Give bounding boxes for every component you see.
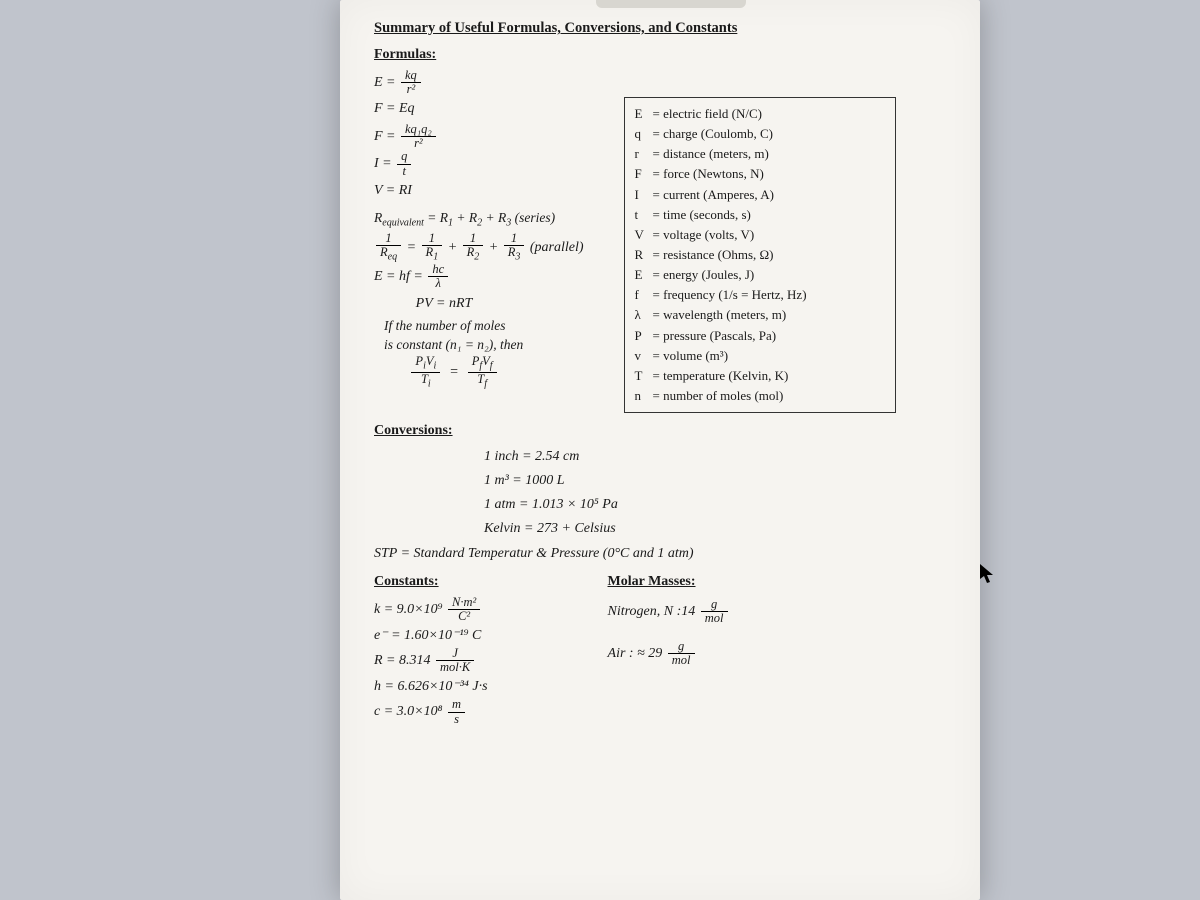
molar-air: Air : ≈ 29 gmol	[608, 640, 730, 667]
formula-lhs: I =	[374, 156, 392, 171]
formulas-heading: Formulas:	[374, 47, 946, 63]
formula-e-hf: E = hf = hc λ	[374, 263, 584, 290]
const-c: c = 3.0×10⁸ ms	[374, 698, 488, 725]
legend-row: λ= wavelength (meters, m)	[635, 305, 885, 325]
legend-row: I= current (Amperes, A)	[635, 185, 885, 205]
molar-heading: Molar Masses:	[608, 574, 730, 590]
constants-row: Constants: k = 9.0×10⁹ N·m²C² e⁻ = 1.60×…	[374, 564, 946, 725]
document-page: Summary of Useful Formulas, Conversions,…	[340, 0, 980, 900]
note-line-1: If the number of moles	[384, 318, 505, 333]
formula-frac: kq₁q₂ r²	[401, 123, 436, 150]
formula-e-field: E = kq r²	[374, 69, 584, 96]
legend-box: E= electric field (N/C) q= charge (Coulo…	[624, 97, 896, 413]
note-line-2: is constant (n₁ = n₂), then	[384, 337, 523, 352]
formula-f-eq: F = Eq	[374, 96, 584, 123]
legend-row: R= resistance (Ohms, Ω)	[635, 245, 885, 265]
constants-block: k = 9.0×10⁹ N·m²C² e⁻ = 1.60×10⁻¹⁹ C R =…	[374, 596, 488, 725]
molar-nitrogen: Nitrogen, N :14 gmol	[608, 598, 730, 625]
legend-row: E= energy (Joules, J)	[635, 265, 885, 285]
legend-row: V= voltage (volts, V)	[635, 225, 885, 245]
formula-lhs: F =	[374, 129, 396, 144]
formula-lhs: E = hf =	[374, 269, 423, 284]
formula-coulomb: F = kq₁q₂ r²	[374, 123, 584, 150]
legend-row: v= volume (m³)	[635, 346, 885, 366]
formula-tail: (parallel)	[530, 240, 584, 255]
formulas-column: E = kq r² F = Eq F = kq₁q₂ r² I = q t	[374, 69, 584, 390]
conv-atm: 1 atm = 1.013 × 10⁵ Pa	[484, 493, 946, 517]
formula-frac: PiVi Ti	[411, 355, 440, 390]
formula-frac: PfVf Tf	[468, 355, 497, 390]
formula-frac: 1 R3	[504, 232, 525, 263]
conv-kelvin: Kelvin = 273 + Celsius	[484, 517, 946, 541]
formula-frac: 1 R1	[422, 232, 443, 263]
legend-row: E= electric field (N/C)	[635, 104, 885, 124]
formula-frac: q t	[397, 150, 411, 177]
cursor-icon	[979, 563, 995, 585]
content-columns: E = kq r² F = Eq F = kq₁q₂ r² I = q t	[374, 69, 946, 413]
moles-note: If the number of moles is constant (n₁ =…	[384, 317, 584, 355]
legend-row: q= charge (Coulomb, C)	[635, 124, 885, 144]
formula-i-qt: I = q t	[374, 150, 584, 177]
const-R: R = 8.314 Jmol·K	[374, 647, 488, 674]
conv-inch: 1 inch = 2.54 cm	[484, 445, 946, 469]
legend-row: t= time (seconds, s)	[635, 205, 885, 225]
formula-combined-gas: PiVi Ti = PfVf Tf	[374, 355, 534, 390]
legend-row: f= frequency (1/s = Hertz, Hz)	[635, 285, 885, 305]
legend-row: P= pressure (Pascals, Pa)	[635, 326, 885, 346]
conv-m3: 1 m³ = 1000 L	[484, 469, 946, 493]
formula-frac: 1 R2	[463, 232, 484, 263]
legend-row: T= temperature (Kelvin, K)	[635, 366, 885, 386]
legend-row: n= number of moles (mol)	[635, 386, 885, 406]
formula-r-series: Requivalent = R1 + R2 + R3 (series)	[374, 205, 584, 233]
formula-v-ri: V = RI	[374, 178, 584, 205]
molar-block: Nitrogen, N :14 gmol Air : ≈ 29 gmol	[608, 598, 730, 667]
formula-lhs: E =	[374, 75, 396, 90]
constants-col: Constants: k = 9.0×10⁹ N·m²C² e⁻ = 1.60×…	[374, 564, 488, 725]
conversions-block: 1 inch = 2.54 cm 1 m³ = 1000 L 1 atm = 1…	[484, 445, 946, 540]
conversions-heading: Conversions:	[374, 423, 946, 439]
formula-r-parallel: 1 Req = 1 R1 + 1 R2 + 1 R3 (parallel)	[374, 232, 584, 263]
formula-frac: hc λ	[428, 263, 448, 290]
formula-pv-nrt: PV = nRT	[374, 291, 514, 318]
const-e: e⁻ = 1.60×10⁻¹⁹ C	[374, 624, 488, 648]
formula-frac: 1 Req	[376, 232, 401, 263]
eq-sign: =	[407, 240, 420, 255]
const-k: k = 9.0×10⁹ N·m²C²	[374, 596, 488, 623]
molar-col: Molar Masses: Nitrogen, N :14 gmol Air :…	[608, 564, 730, 725]
conv-stp: STP = Standard Temperatur & Pressure (0°…	[374, 546, 946, 562]
constants-heading: Constants:	[374, 574, 488, 590]
page-title: Summary of Useful Formulas, Conversions,…	[374, 20, 946, 37]
legend-row: F= force (Newtons, N)	[635, 164, 885, 184]
legend-row: r= distance (meters, m)	[635, 144, 885, 164]
const-h: h = 6.626×10⁻³⁴ J·s	[374, 675, 488, 699]
formula-frac: kq r²	[401, 69, 421, 96]
